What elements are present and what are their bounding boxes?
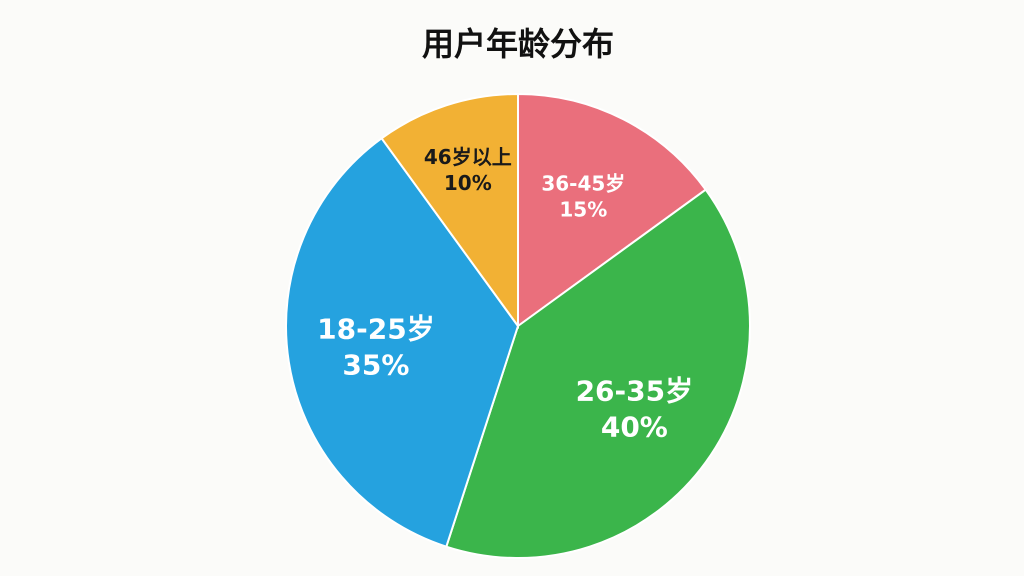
slice-value-label: 15% — [559, 197, 607, 221]
pie-slice — [517, 92, 708, 328]
chart-title: 用户年龄分布 — [422, 25, 614, 63]
slice-category: 18-25岁 — [317, 312, 435, 345]
pie-slice — [285, 136, 520, 548]
slice-value-label: 10% — [444, 171, 492, 195]
slice-category: 26-35岁 — [576, 374, 694, 407]
pie-slice — [445, 188, 751, 559]
slice-value-label: 40% — [601, 411, 668, 444]
slice-value-label: 35% — [342, 349, 409, 382]
pie-slice — [380, 92, 519, 330]
slice-category: 36-45岁 — [541, 171, 625, 195]
slice-category: 46岁以上 — [424, 145, 512, 169]
